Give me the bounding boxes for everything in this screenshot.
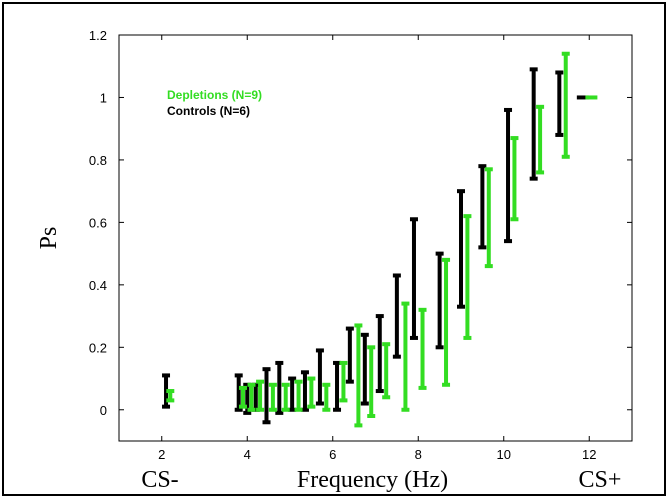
error-bar [435,251,444,350]
axes-box [118,34,633,442]
error-bar [281,382,290,412]
y-axis-title: Ps [36,227,62,250]
x-tick-label: 6 [329,447,336,462]
error-bar [392,273,401,359]
x-tick-label: 8 [415,447,422,462]
error-bar [322,382,331,412]
error-bar [478,164,487,250]
error-bar [382,342,391,400]
error-bar [315,348,324,406]
error-bar [360,332,369,406]
error-bar [275,360,284,415]
error-bar [256,379,265,412]
legend-entry-controls: Controls (N=6) [167,104,250,118]
error-bar [268,382,277,412]
y-tick-label: 1 [100,90,107,105]
error-bar [409,217,418,340]
error-bar [510,136,519,222]
error-bar [504,107,513,244]
error-bar [345,326,354,384]
y-tick-label: 0.6 [89,215,107,230]
y-tick-label: 0.4 [89,278,107,293]
plot-area [118,34,633,442]
error-bar [262,367,271,425]
x-tick-label: 10 [497,447,511,462]
x-tick-label: 4 [244,447,251,462]
error-bar [401,301,410,412]
error-bar [307,376,316,409]
cs-plus-label: CS+ [579,467,622,493]
x-axis-title: Frequency (Hz) [297,467,448,493]
y-tick-label: 0 [100,403,107,418]
x-tick-label: 2 [158,447,165,462]
x-tick-label: 12 [582,447,596,462]
series-controls [162,67,589,425]
error-bar [367,345,376,419]
y-tick-label: 1.2 [89,28,107,43]
error-bar [339,360,348,403]
error-bar [234,373,243,412]
error-bar [418,307,427,390]
error-bar [294,379,303,412]
error-bar [247,382,256,412]
error-bar [162,373,171,409]
error-bar [375,314,384,394]
error-bar [484,167,493,269]
error-bar [238,385,247,409]
error-bar [463,214,472,340]
cs-minus-label: CS- [141,467,178,493]
y-tick-label: 0.2 [89,340,107,355]
error-bar [457,189,465,309]
error-bar [333,360,342,412]
error-bar [536,104,545,175]
legend-entry-depletions: Depletions (N=9) [167,88,262,102]
error-bar [561,51,570,159]
legend: Depletions (N=9) Controls (N=6) [167,88,262,118]
error-bars [162,51,598,428]
error-bar [354,323,363,428]
figure-frame [2,2,666,496]
axis-ticks: 2 4 6 8 10 12 0 0.2 0.4 0.6 0.8 1 1.2 [89,28,632,462]
series-depletions [166,51,598,428]
error-bar [166,389,175,403]
error-bar [529,67,538,181]
y-tick-label: 0.8 [89,153,107,168]
error-bar [555,70,564,137]
error-bar [442,257,451,387]
